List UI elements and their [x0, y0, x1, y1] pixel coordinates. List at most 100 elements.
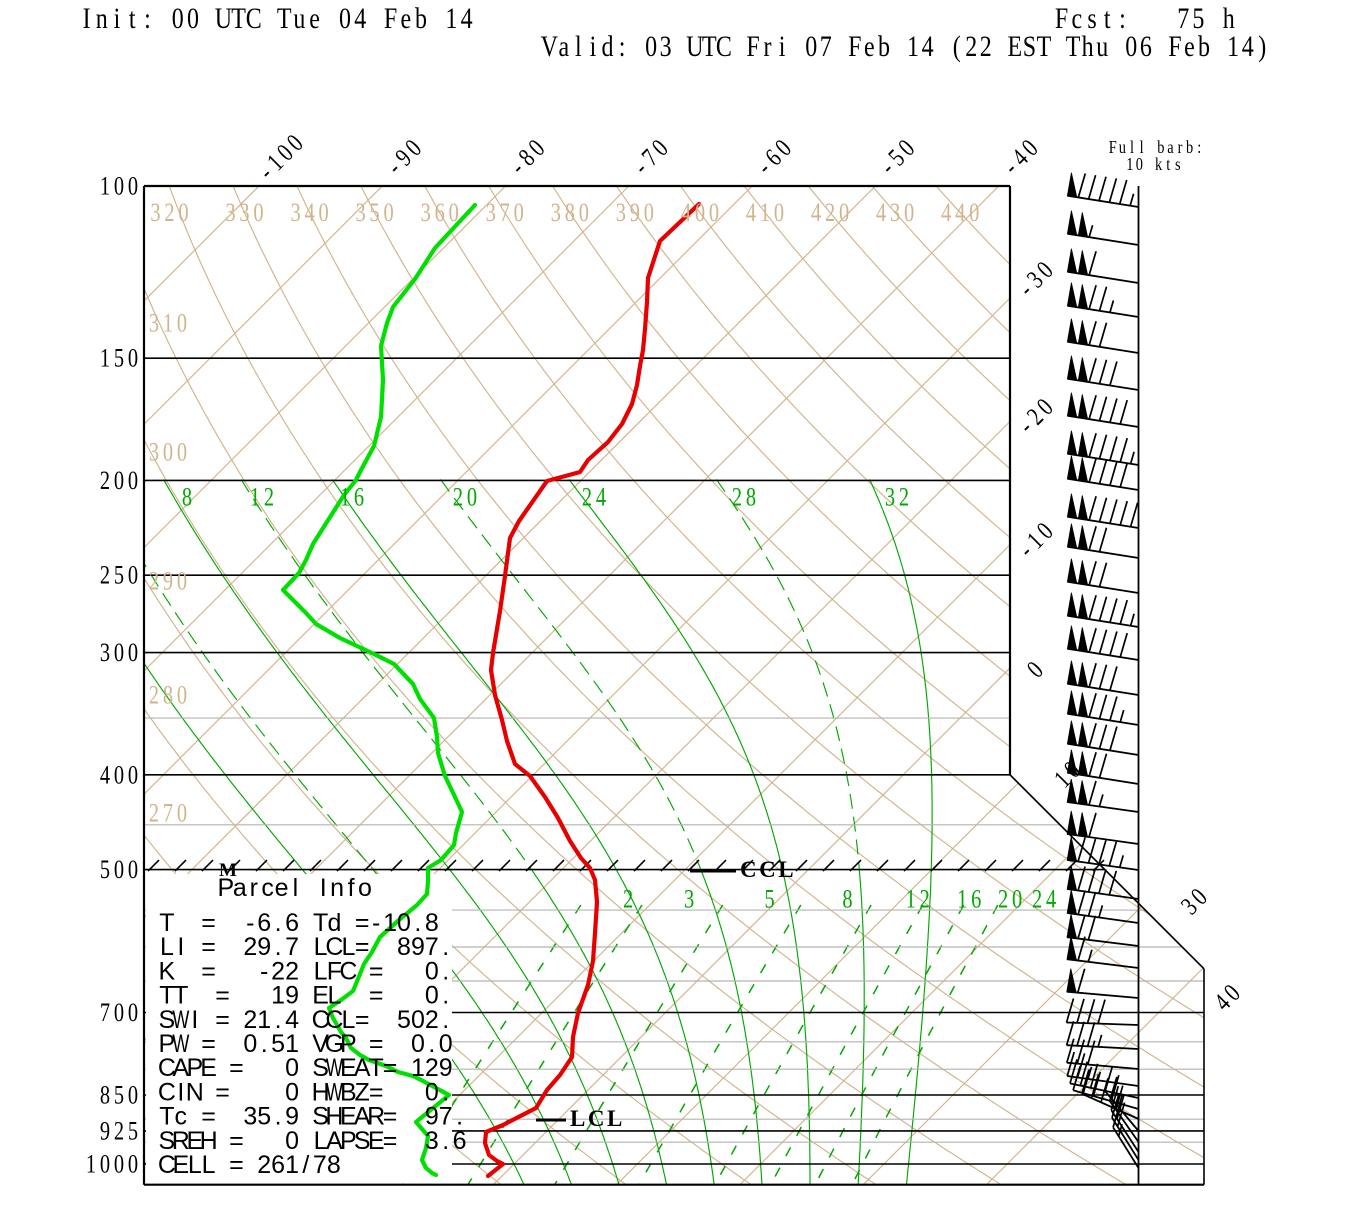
- svg-text:F: F: [384, 1, 397, 34]
- svg-text:0: 0: [128, 856, 138, 885]
- svg-text:7: 7: [313, 1151, 327, 1179]
- svg-text:T: T: [1066, 29, 1081, 62]
- svg-text:4: 4: [681, 199, 691, 228]
- svg-text:0: 0: [467, 483, 477, 512]
- svg-text:0: 0: [114, 1150, 124, 1179]
- svg-text:0: 0: [128, 639, 138, 668]
- svg-text:2: 2: [732, 483, 742, 512]
- svg-text:l: l: [293, 874, 299, 902]
- svg-text:e: e: [400, 1, 411, 34]
- svg-text:1: 1: [100, 172, 110, 201]
- svg-text:2: 2: [100, 467, 110, 496]
- svg-text:0: 0: [114, 999, 124, 1028]
- svg-text:5: 5: [114, 561, 124, 590]
- svg-text:5: 5: [271, 1030, 285, 1058]
- svg-text:4: 4: [955, 199, 965, 228]
- svg-text:0: 0: [114, 856, 124, 885]
- svg-text:T: T: [702, 29, 717, 62]
- svg-text:/: /: [302, 1151, 309, 1179]
- svg-text:3: 3: [290, 199, 300, 228]
- svg-text:3: 3: [616, 199, 626, 228]
- svg-text:F: F: [746, 29, 759, 62]
- svg-text:=: =: [215, 1078, 230, 1106]
- svg-text:.: .: [261, 1030, 268, 1058]
- svg-text:o: o: [358, 874, 372, 902]
- svg-text:3: 3: [225, 199, 235, 228]
- svg-text:3: 3: [885, 483, 895, 512]
- svg-text:a: a: [558, 29, 569, 62]
- svg-text:2: 2: [149, 681, 159, 710]
- svg-text:2: 2: [114, 1117, 124, 1146]
- svg-text:8: 8: [565, 199, 575, 228]
- svg-text:F: F: [848, 29, 861, 62]
- svg-text:F: F: [1168, 29, 1181, 62]
- svg-text:C: C: [339, 957, 357, 985]
- svg-text:0: 0: [177, 799, 187, 828]
- svg-text:0: 0: [318, 199, 328, 228]
- svg-text:6: 6: [453, 1127, 467, 1155]
- svg-text:U: U: [686, 29, 704, 62]
- svg-text:1: 1: [163, 309, 173, 338]
- svg-text:r: r: [764, 29, 772, 62]
- svg-text:2: 2: [164, 199, 174, 228]
- svg-text:0: 0: [128, 1150, 138, 1179]
- svg-text:2: 2: [257, 1151, 271, 1179]
- svg-text:.: .: [442, 1127, 449, 1155]
- svg-text:0: 0: [128, 561, 138, 590]
- svg-text:0: 0: [339, 1, 351, 34]
- svg-text:0: 0: [695, 199, 705, 228]
- svg-text:2: 2: [998, 885, 1008, 914]
- svg-text:5: 5: [114, 1081, 124, 1110]
- svg-text:7: 7: [500, 199, 510, 228]
- svg-text:3: 3: [486, 199, 496, 228]
- svg-text:=: =: [229, 1054, 244, 1082]
- svg-text:i: i: [114, 1, 121, 34]
- svg-text:C: C: [716, 29, 732, 62]
- svg-text:0: 0: [805, 29, 817, 62]
- svg-text:0: 0: [1136, 153, 1143, 174]
- svg-text:9: 9: [100, 1117, 110, 1146]
- svg-text:4: 4: [811, 199, 821, 228]
- svg-text:c: c: [261, 874, 274, 902]
- svg-text:9: 9: [163, 567, 173, 596]
- svg-text:0: 0: [178, 199, 188, 228]
- svg-text:0: 0: [114, 467, 124, 496]
- svg-text:=: =: [369, 982, 384, 1010]
- svg-text:7: 7: [163, 799, 173, 828]
- svg-text:2: 2: [1032, 885, 1042, 914]
- svg-text:0: 0: [709, 199, 719, 228]
- svg-text:2: 2: [980, 29, 992, 62]
- svg-text:T: T: [1037, 29, 1052, 62]
- svg-text:=: =: [383, 1127, 398, 1155]
- svg-text:b: b: [878, 29, 890, 62]
- svg-text:4: 4: [461, 1, 473, 34]
- svg-text:0: 0: [579, 199, 589, 228]
- svg-text:7: 7: [820, 29, 832, 62]
- svg-text:T: T: [277, 1, 292, 34]
- svg-text:4: 4: [922, 29, 934, 62]
- svg-text:2: 2: [920, 885, 930, 914]
- svg-text:1: 1: [1126, 153, 1133, 174]
- svg-text:3: 3: [684, 885, 694, 914]
- svg-text:I: I: [177, 933, 184, 961]
- svg-text:e: e: [309, 1, 320, 34]
- svg-text:3: 3: [551, 199, 561, 228]
- svg-text:0: 0: [128, 344, 138, 373]
- svg-text:-: -: [260, 957, 268, 985]
- svg-text:6: 6: [1140, 29, 1152, 62]
- svg-text:6: 6: [435, 199, 445, 228]
- svg-text:0: 0: [163, 438, 173, 467]
- svg-text:.: .: [275, 1103, 282, 1131]
- svg-text:2: 2: [899, 483, 909, 512]
- svg-text:0: 0: [128, 1081, 138, 1110]
- svg-text:0: 0: [253, 199, 263, 228]
- svg-text:0: 0: [114, 639, 124, 668]
- svg-text:3: 3: [149, 438, 159, 467]
- svg-text:3: 3: [149, 309, 159, 338]
- svg-text:3: 3: [356, 199, 366, 228]
- svg-text:0: 0: [514, 199, 524, 228]
- svg-text:U: U: [215, 1, 233, 34]
- svg-text:n: n: [96, 1, 108, 34]
- svg-text:k: k: [1155, 153, 1163, 174]
- svg-text:0: 0: [172, 1, 184, 34]
